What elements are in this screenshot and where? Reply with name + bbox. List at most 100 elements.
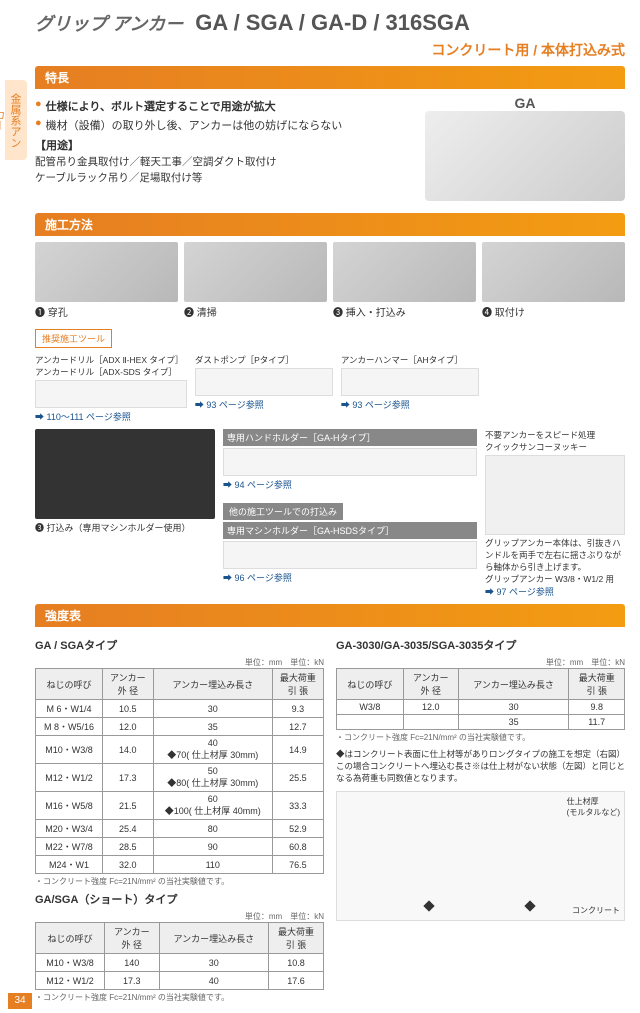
table-cell: W3/8 [337, 700, 404, 715]
table-header: ねじの呼び [36, 669, 103, 700]
product-title: GA / SGA / GA-D / 316SGA [195, 10, 470, 36]
section-strength-header: 強度表 [35, 604, 625, 627]
bullet-icon: ● [35, 98, 42, 114]
embedment-diagram: 仕上材厚 (モルタルなど) コンクリート [336, 791, 625, 921]
table-cell: M22・W7/8 [36, 838, 103, 856]
tool-image [341, 368, 479, 396]
step-image [482, 242, 625, 302]
table-cell: 60.8 [272, 838, 323, 856]
table-cell: 50 ◆80( 仕上材厚 30mm) [153, 764, 272, 792]
table-cell: 60 ◆100( 仕上材厚 40mm) [153, 792, 272, 820]
drill-caption: ❸ 打込み（専用マシンホルダー使用） [35, 521, 215, 534]
diagram-label: 仕上材厚 (モルタルなど) [567, 796, 620, 818]
table-cell: 30 [159, 954, 268, 972]
table-header: 最大荷重 引 張 [272, 669, 323, 700]
table-cell: 110 [153, 856, 272, 874]
table-cell [403, 715, 458, 730]
table-cell: 30 [458, 700, 569, 715]
table3-title: GA-3030/GA-3035/SGA-3035タイプ [336, 637, 625, 653]
table-cell: M16・W5/8 [36, 792, 103, 820]
table-cell: 11.7 [569, 715, 625, 730]
table-cell: 35 [458, 715, 569, 730]
table-header: アンカー埋込み長さ [159, 923, 268, 954]
remove-desc: グリップアンカー本体は、引抜きハンドルを両手で左右に揺さぶりながら軸体から引き上… [485, 537, 625, 585]
table-cell: M 6・W1/4 [36, 700, 103, 718]
table-cell: 21.5 [102, 792, 153, 820]
remove-image [485, 455, 625, 535]
table-cell: M20・W3/4 [36, 820, 103, 838]
table-cell: 12.0 [403, 700, 458, 715]
tool-image [35, 380, 187, 408]
table-cell: 40 ◆70( 仕上材厚 30mm) [153, 736, 272, 764]
page-ref: 110～111 ページ参照 [35, 410, 187, 423]
table-header: アンカー埋込み長さ [458, 669, 569, 700]
product-logo: グリップ アンカー [35, 10, 183, 36]
table-cell: 35 [153, 718, 272, 736]
table-note: ・コンクリート強度 Fc=21N/mm² の当社実験値です。 [35, 876, 324, 887]
table-cell: 14.0 [102, 736, 153, 764]
ga-label: GA [425, 95, 625, 111]
side-tab: 金属系アンカー [5, 80, 27, 160]
uses-label: 【用途】 [35, 137, 415, 153]
diagram-label: コンクリート [572, 905, 620, 916]
step-image [184, 242, 327, 302]
table-header: アンカー 外 径 [102, 669, 153, 700]
table-cell: M10・W3/8 [36, 954, 105, 972]
table-cell: 9.3 [272, 700, 323, 718]
table-note: ・コンクリート強度 Fc=21N/mm² の当社実験値です。 [336, 732, 625, 743]
table-header: 最大荷重 引 張 [569, 669, 625, 700]
remove-title: 不要アンカーをスピード処理 クイックサンコーヌッキー [485, 429, 625, 453]
table-cell: 40 [159, 972, 268, 990]
tool-name: アンカードリル［ADX Ⅱ-HEX タイプ］ アンカードリル［ADX-SDS タ… [35, 354, 187, 378]
table-cell [337, 715, 404, 730]
unit-label: 単位：mm [245, 912, 282, 921]
table-cell: M24・W1 [36, 856, 103, 874]
table-cell: 9.8 [569, 700, 625, 715]
step-image [35, 242, 178, 302]
unit-label: 単位：mm [546, 658, 583, 667]
table-cell: 140 [105, 954, 160, 972]
table-cell: 12.0 [102, 718, 153, 736]
table-cell: 30 [153, 700, 272, 718]
page-ref: 93 ページ参照 [195, 398, 333, 411]
table-cell: 28.5 [102, 838, 153, 856]
table-cell: 52.9 [272, 820, 323, 838]
table-note: ・コンクリート強度 Fc=21N/mm² の当社実験値です。 [35, 992, 324, 1003]
feature-1: 仕様により、ボルト選定することで用途が拡大 [46, 98, 276, 114]
long-note: ◆はコンクリート表面に仕上材等がありロングタイプの施工を想定（右図）この場合コン… [336, 749, 625, 785]
table1-title: GA / SGAタイプ [35, 637, 324, 653]
unit-label: 単位：kN [290, 658, 324, 667]
strength-table-3: ねじの呼びアンカー 外 径アンカー埋込み長さ最大荷重 引 張W3/812.030… [336, 668, 625, 730]
tool-image [223, 541, 477, 569]
table-header: アンカー 外 径 [403, 669, 458, 700]
table2-title: GA/SGA（ショート）タイプ [35, 891, 324, 907]
table-cell: 10.5 [102, 700, 153, 718]
other-tool-label: 他の施工ツールでの打込み [223, 503, 343, 520]
table-cell: 33.3 [272, 792, 323, 820]
tool-name: アンカーハンマー［AHタイプ］ [341, 354, 479, 366]
page-number: 34 [8, 993, 32, 1009]
table-header: アンカー 外 径 [105, 923, 160, 954]
strength-table-1: ねじの呼びアンカー 外 径アンカー埋込み長さ最大荷重 引 張M 6・W1/410… [35, 668, 324, 874]
tool-hand-holder: 専用ハンドホルダー［GA-Hタイプ］ [223, 429, 477, 446]
page-ref: 93 ページ参照 [341, 398, 479, 411]
bullet-icon: ● [35, 117, 42, 133]
table-cell: 76.5 [272, 856, 323, 874]
table-cell: 17.3 [102, 764, 153, 792]
machine-holder-label: 専用マシンホルダー［GA-HSDSタイプ］ [223, 522, 477, 539]
step-label: ❷ 清掃 [184, 304, 327, 319]
table-cell: 32.0 [102, 856, 153, 874]
strength-table-2: ねじの呼びアンカー 外 径アンカー埋込み長さ最大荷重 引 張M10・W3/814… [35, 922, 324, 990]
unit-label: 単位：kN [591, 658, 625, 667]
table-cell: 14.9 [272, 736, 323, 764]
recommended-tools-label: 推奨施工ツール [35, 329, 112, 348]
drill-image [35, 429, 215, 519]
subtitle: コンクリート用 / 本体打込み式 [35, 40, 625, 60]
page-ref: 94 ページ参照 [223, 478, 477, 491]
step-image [333, 242, 476, 302]
page-ref: 96 ページ参照 [223, 571, 477, 584]
table-cell: 90 [153, 838, 272, 856]
table-cell: 10.8 [269, 954, 324, 972]
table-cell: 17.3 [105, 972, 160, 990]
table-cell: 80 [153, 820, 272, 838]
